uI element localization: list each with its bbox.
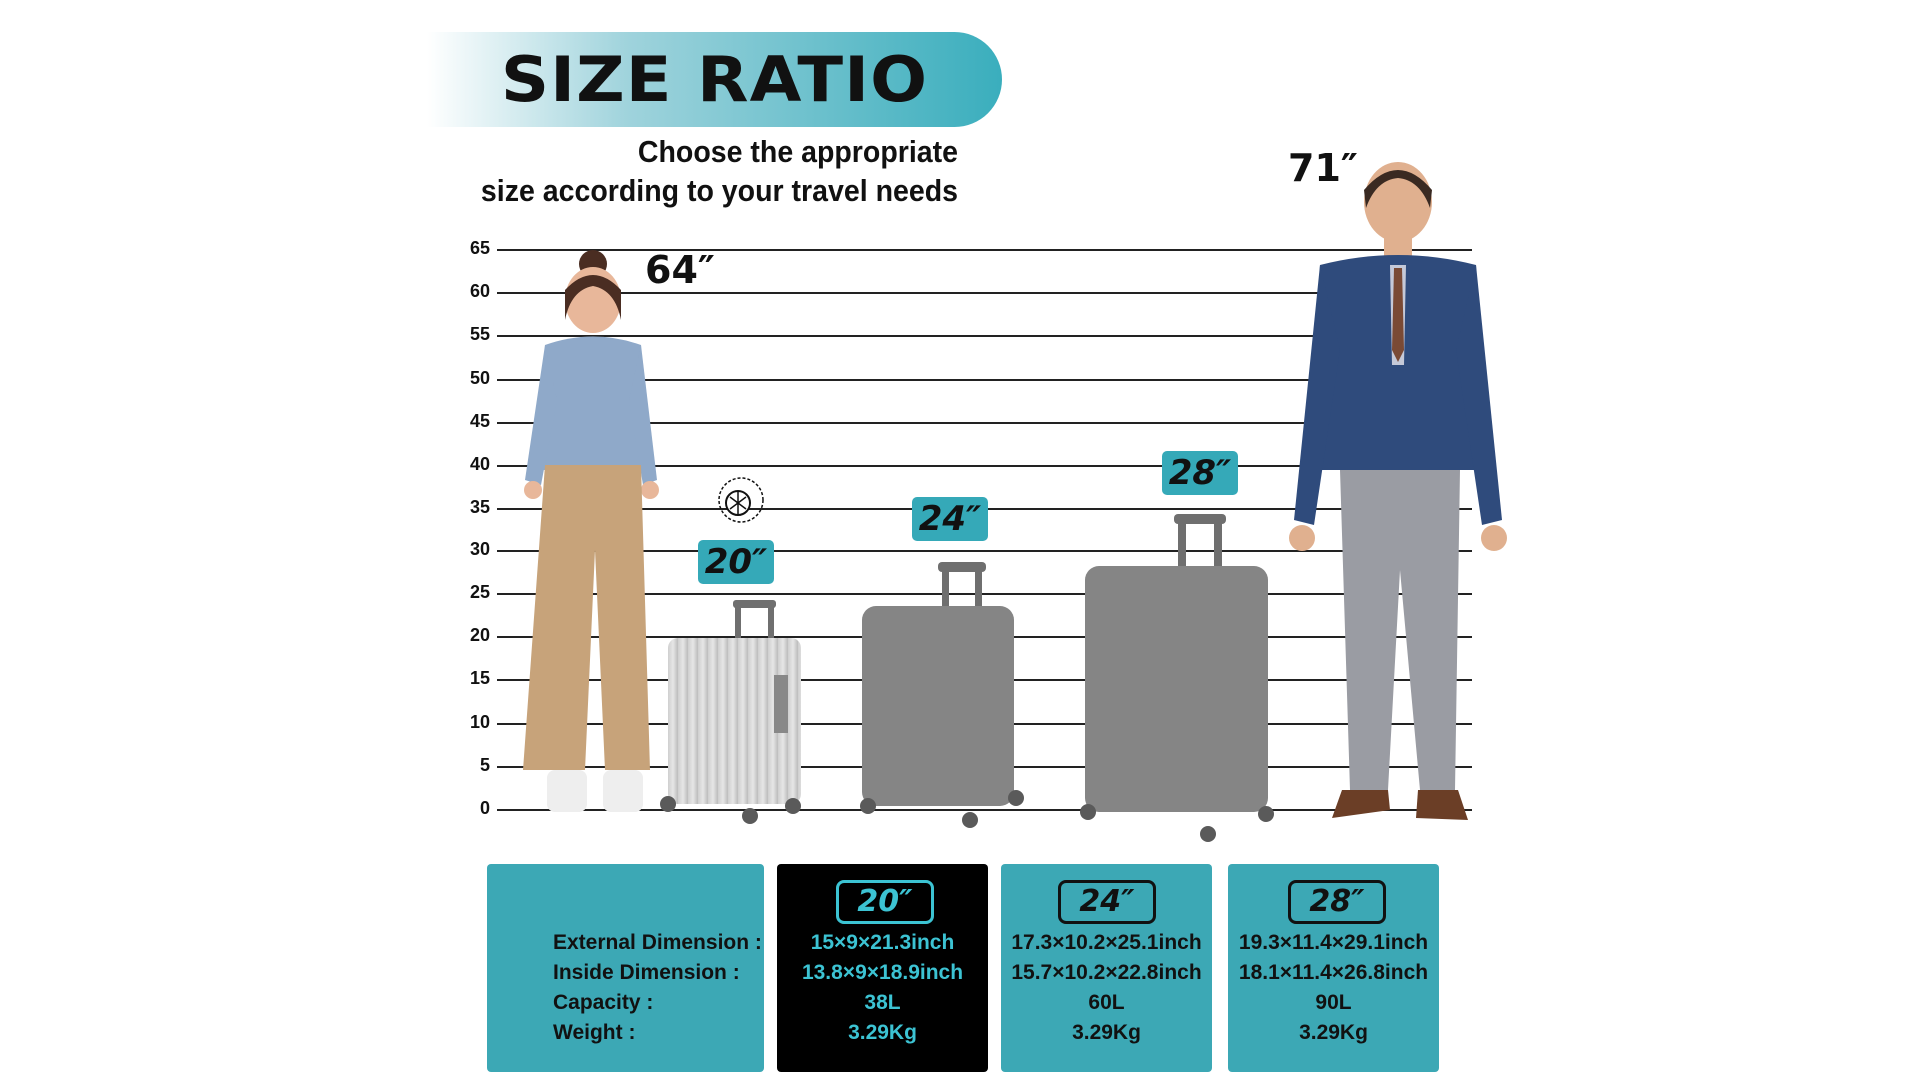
subtitle-line-2: size according to your travel needs	[480, 173, 958, 208]
grid-line	[497, 809, 1472, 811]
grid-line	[497, 335, 1472, 337]
tick-label: 10	[469, 712, 490, 732]
title-banner	[427, 32, 1002, 127]
spec-24-capacity: 60L	[1088, 991, 1125, 1014]
grid-line	[497, 292, 1472, 294]
tick-label: 5	[479, 755, 490, 775]
external-dimension-label: External Dimension :	[553, 931, 762, 954]
grid-line	[497, 465, 1472, 467]
grid-line	[497, 593, 1472, 595]
man-height-label: 71″	[1288, 146, 1358, 190]
tick-label: 25	[469, 582, 490, 602]
suitcase-24-tag: 24″	[912, 497, 988, 541]
spec-28-inside: 18.1×11.4×26.8inch	[1238, 961, 1429, 984]
spec-panel-28	[1228, 864, 1439, 1072]
tick-label: 35	[469, 497, 490, 517]
woman-height-label: 64″	[645, 248, 715, 292]
weight-label: Weight :	[553, 1021, 636, 1044]
grid-line	[497, 550, 1472, 552]
spec-panel-24	[1001, 864, 1212, 1072]
tick-label: 30	[469, 539, 490, 559]
grid-line	[497, 249, 1472, 251]
tick-label: 0	[479, 798, 490, 818]
tick-label: 60	[469, 281, 490, 301]
tick-label: 55	[469, 324, 490, 344]
spec-20-capacity: 38L	[864, 991, 901, 1014]
page-title: SIZE RATIO	[500, 43, 929, 116]
spec-panel-20	[777, 864, 988, 1072]
spec-labels-panel: External Dimension : Inside Dimension : …	[487, 864, 764, 1072]
spec-panel-28-size: 28″	[1288, 880, 1386, 924]
spec-28-capacity: 90L	[1315, 991, 1352, 1014]
woman-figure	[505, 250, 665, 830]
subtitle: Choose the appropriate size according to…	[472, 132, 958, 210]
spec-24-weight: 3.29Kg	[1072, 1021, 1141, 1044]
tick-label: 20	[469, 625, 490, 645]
tick-label: 65	[469, 238, 490, 258]
man-figure	[1280, 150, 1510, 850]
suitcase-20-tag: 20″	[698, 540, 774, 584]
tick-label: 15	[469, 668, 490, 688]
spec-24-inside: 15.7×10.2×22.8inch	[1011, 961, 1202, 984]
grid-line	[497, 422, 1472, 424]
spec-20-weight: 3.29Kg	[848, 1021, 917, 1044]
carry-on-badge	[716, 475, 766, 525]
spec-20-inside: 13.8×9×18.9inch	[801, 961, 964, 984]
spec-28-weight: 3.29Kg	[1299, 1021, 1368, 1044]
spec-28-external: 19.3×11.4×29.1inch	[1238, 931, 1429, 954]
spec-panel-24-size: 24″	[1058, 880, 1156, 924]
subtitle-line-1: Choose the appropriate	[637, 134, 958, 169]
spec-20-external: 15×9×21.3inch	[810, 931, 955, 954]
spec-panel-20-size: 20″	[836, 880, 934, 924]
tick-label: 40	[469, 454, 490, 474]
grid-line	[497, 379, 1472, 381]
spec-24-external: 17.3×10.2×25.1inch	[1011, 931, 1202, 954]
tick-label: 50	[469, 368, 490, 388]
suitcase-28-tag: 28″	[1162, 451, 1238, 495]
tick-label: 45	[469, 411, 490, 431]
inside-dimension-label: Inside Dimension :	[553, 961, 740, 984]
capacity-label: Capacity :	[553, 991, 654, 1014]
